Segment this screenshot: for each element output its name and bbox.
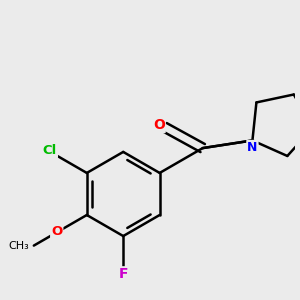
Text: O: O <box>51 225 62 238</box>
Text: O: O <box>153 118 165 132</box>
Text: N: N <box>247 141 258 154</box>
Text: Cl: Cl <box>43 144 57 157</box>
Text: CH₃: CH₃ <box>8 241 29 250</box>
Text: F: F <box>118 267 128 281</box>
